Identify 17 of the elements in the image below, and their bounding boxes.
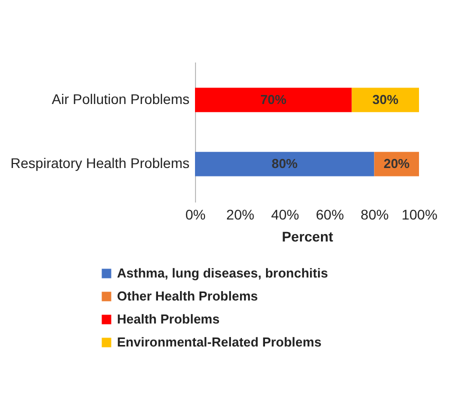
data-label: 70% (260, 92, 287, 107)
x-tick-label: 40% (271, 206, 300, 222)
y-tick-label: Air Pollution Problems (52, 90, 190, 107)
legend-label: Environmental-Related Problems (117, 334, 322, 350)
x-tick-label: 100% (402, 206, 438, 222)
x-tick-label: 0% (185, 206, 206, 222)
legend-label: Asthma, lung diseases, bronchitis (117, 266, 328, 280)
legend-label: Health Problems (117, 312, 220, 326)
legend-label: Other Health Problems (117, 288, 258, 304)
x-tick-label: 60% (316, 206, 344, 222)
x-tick-label: 20% (226, 206, 254, 222)
y-tick-label: Respiratory Health Problems (10, 155, 190, 172)
data-label: 80% (272, 156, 298, 172)
data-label: 30% (372, 92, 399, 107)
data-label: 20% (384, 156, 410, 172)
x-tick-label: 80% (360, 206, 389, 222)
x-axis-title: Percent (282, 228, 334, 244)
